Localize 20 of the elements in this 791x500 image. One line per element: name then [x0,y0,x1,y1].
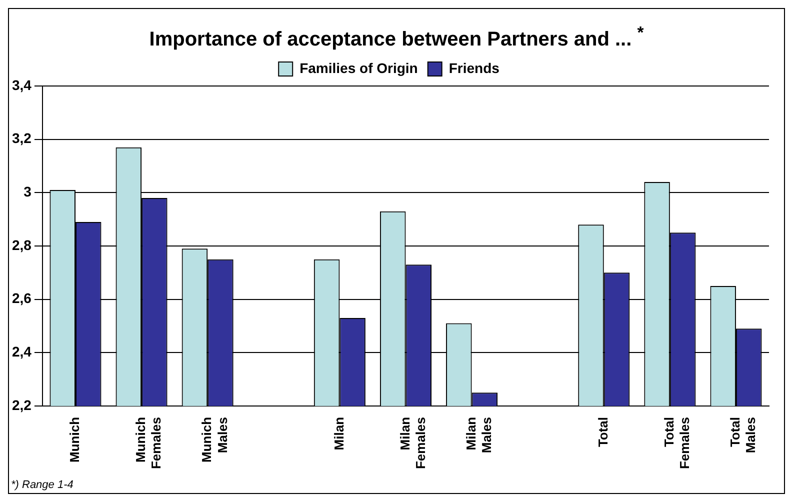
y-tick-label: 3 [24,183,32,200]
y-tick-label: 2,6 [12,290,32,306]
x-tick-label: Total Females [662,416,692,469]
x-tick-label: Munich Females [133,416,164,469]
y-tick-label: 3,4 [12,76,32,93]
x-tick-label: Milan Males [463,416,494,453]
chart-title: Importance of acceptance between Partners and ... $^{*}$ [148,23,645,52]
legend-label: Friends [448,60,500,76]
x-tick-label: Munich Males [199,416,230,462]
y-tick-label: 3,2 [12,130,32,146]
legend-label: Families of Origin [300,60,418,76]
y-tick-label: 2,4 [12,343,32,360]
x-tick-label: Total [595,416,610,447]
y-tick-label: 2,2 [12,396,32,412]
x-tick-label: Milan [331,416,346,450]
x-tick-label: Total Males [728,416,758,453]
x-tick-label: Milan Females [397,416,428,469]
x-tick-label: Munich [67,416,82,462]
text: *) Range 1-4 [11,479,74,491]
y-tick-label: 2,8 [12,236,32,252]
